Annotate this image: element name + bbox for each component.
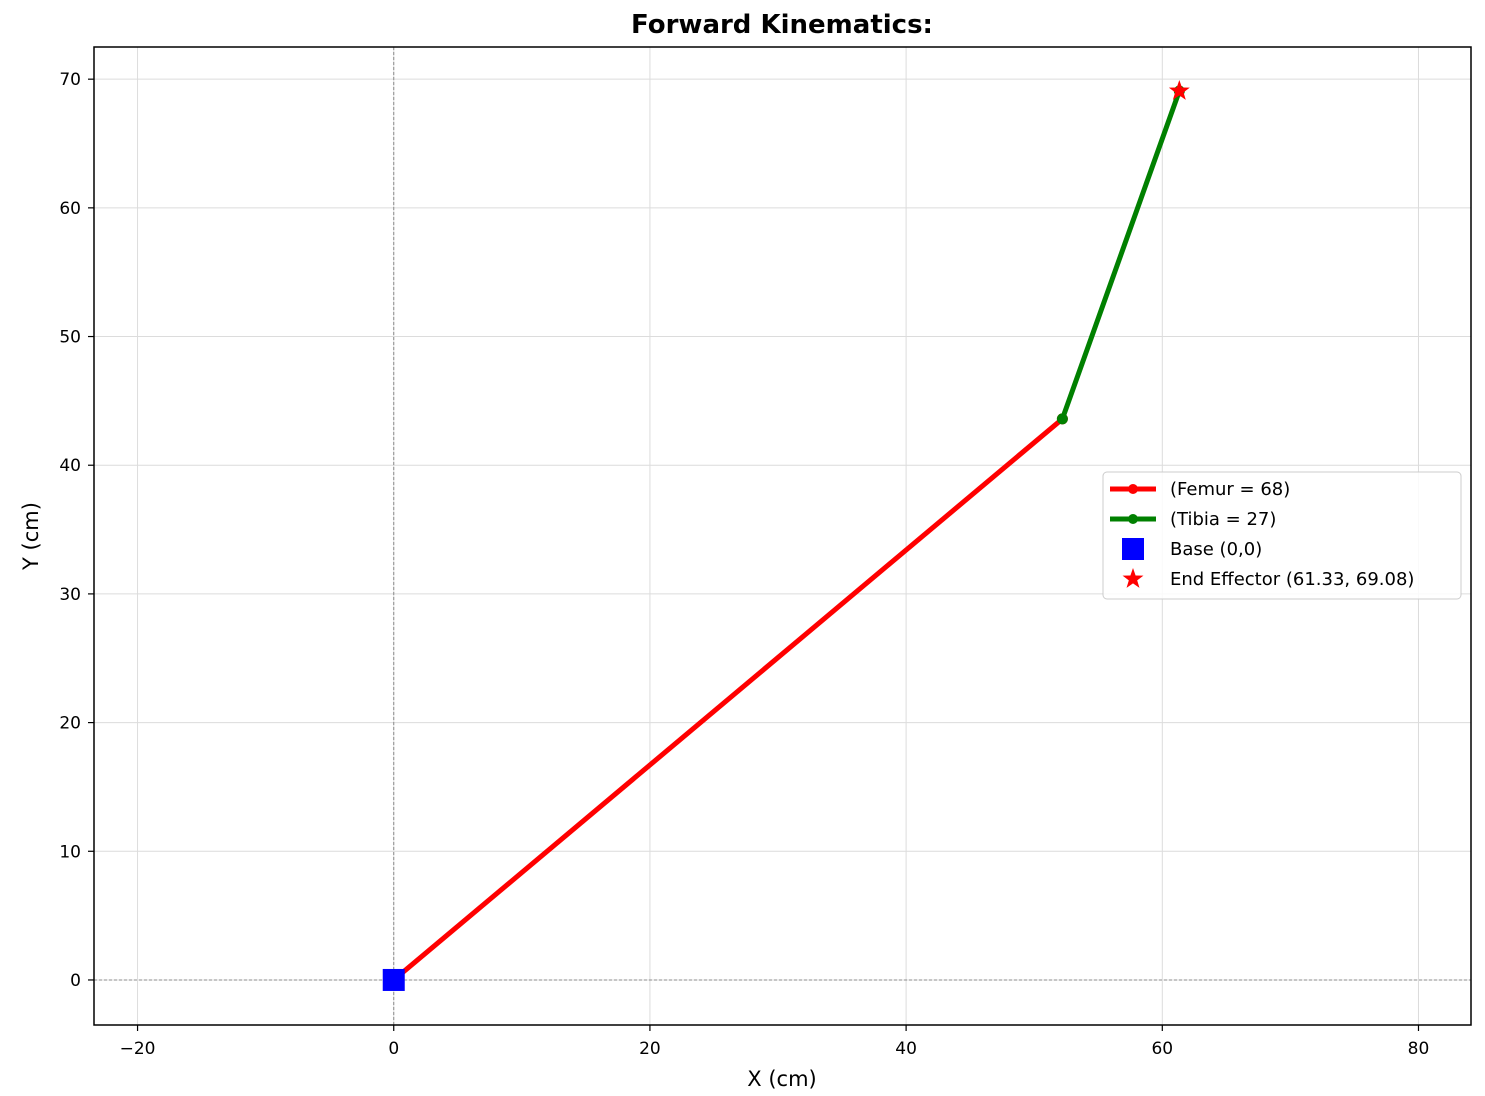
y-tick-label: 70 bbox=[59, 70, 81, 90]
x-axis-label: X (cm) bbox=[747, 1067, 816, 1091]
series-line-0 bbox=[392, 416, 1064, 982]
y-tick-label: 10 bbox=[59, 842, 81, 862]
x-tick-label: 0 bbox=[388, 1039, 399, 1059]
y-tick-label: 30 bbox=[59, 585, 81, 605]
plot-frame bbox=[93, 46, 1472, 1026]
series-layer bbox=[382, 80, 1190, 991]
y-tick-label: 60 bbox=[59, 199, 81, 219]
end-effector-marker bbox=[1168, 80, 1190, 100]
legend-point-swatch bbox=[1128, 514, 1138, 524]
y-tick-label: 50 bbox=[59, 328, 81, 348]
legend-box bbox=[1102, 471, 1462, 600]
legend-entry-label: (Femur = 68) bbox=[1170, 479, 1290, 500]
legend-square-swatch bbox=[1122, 538, 1144, 560]
y-tick-label: 40 bbox=[59, 456, 81, 476]
reference-lines bbox=[94, 47, 1471, 1025]
x-tick-label: 40 bbox=[895, 1039, 917, 1059]
legend-entry-label: End Effector (61.33, 69.08) bbox=[1170, 569, 1414, 590]
joint-point bbox=[1056, 413, 1068, 425]
base-marker bbox=[382, 968, 405, 991]
legend: (Femur = 68) (Tibia = 27) Base (0,0) End Ef… bbox=[1102, 471, 1462, 600]
legend-entry-label: Base (0,0) bbox=[1170, 539, 1262, 560]
y-axis-label: Y (cm) bbox=[19, 502, 43, 571]
x-tick-label: 60 bbox=[1151, 1039, 1173, 1059]
x-tick-label: −20 bbox=[120, 1039, 156, 1059]
legend-point-swatch bbox=[1128, 484, 1138, 494]
x-tick-label: 20 bbox=[639, 1039, 661, 1059]
legend-star-swatch bbox=[1122, 568, 1144, 588]
series-line-1 bbox=[1060, 90, 1182, 420]
chart-title: Forward Kinematics: bbox=[631, 10, 933, 40]
x-tick-label: 80 bbox=[1408, 1039, 1430, 1059]
axis-ticks: −20 0 20 40 60 80 0 10 20 30 40 50 60 70 bbox=[59, 70, 1429, 1059]
legend-entry-label: (Tibia = 27) bbox=[1170, 509, 1276, 530]
y-tick-label: 0 bbox=[70, 971, 81, 991]
y-tick-label: 20 bbox=[59, 714, 81, 734]
